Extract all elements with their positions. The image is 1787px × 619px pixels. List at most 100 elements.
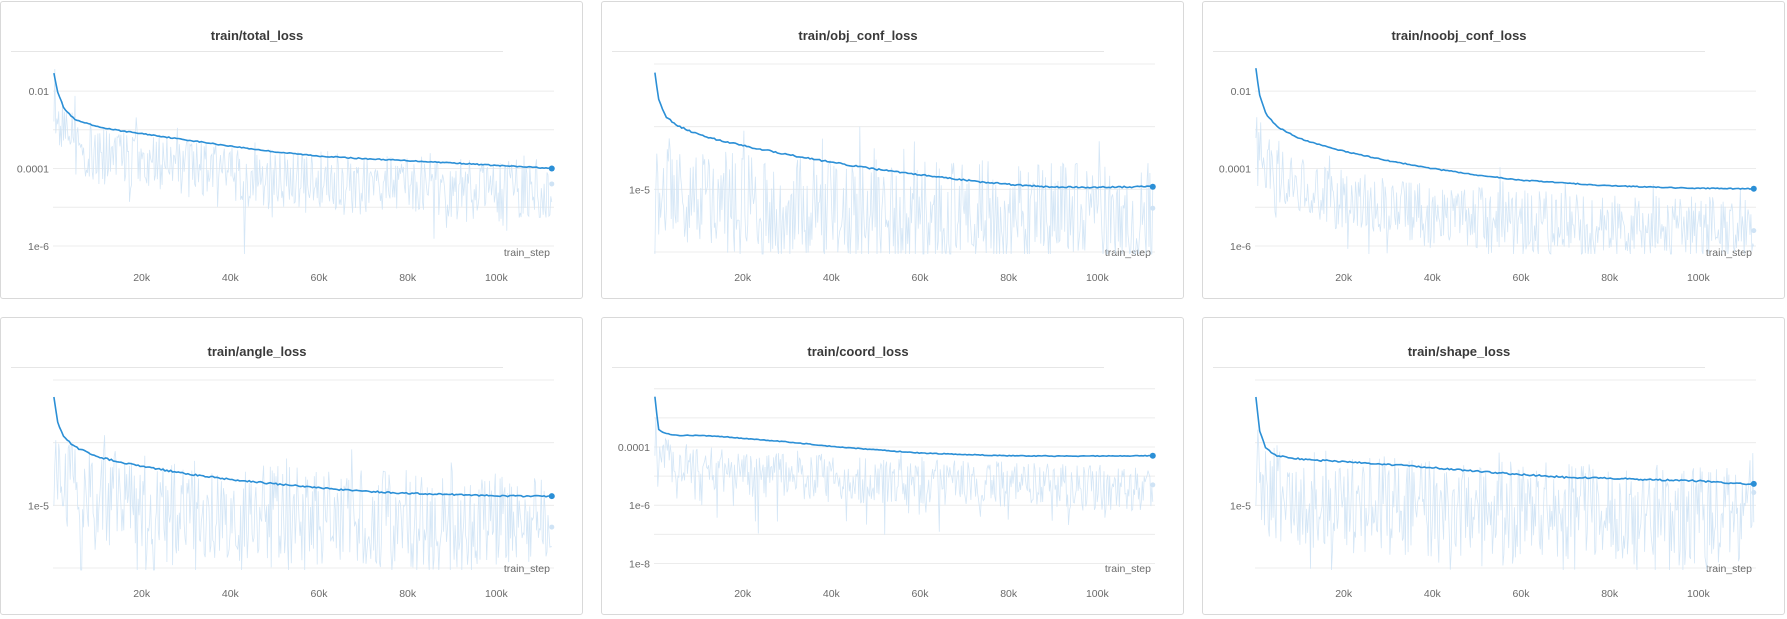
raw-last-point xyxy=(1150,205,1156,211)
chart-title: train/angle_loss xyxy=(207,344,307,359)
raw-last-point xyxy=(1150,482,1156,488)
x-tick-label: 20k xyxy=(133,588,151,600)
grid-lines xyxy=(1255,379,1756,569)
x-tick-label: 60k xyxy=(912,272,930,284)
smoothed-last-point xyxy=(1750,185,1757,192)
chart-title: train/coord_loss xyxy=(807,344,909,359)
x-axis-label: train_step xyxy=(1105,247,1151,259)
raw-last-point xyxy=(549,524,555,530)
x-tick-label: 40k xyxy=(1424,272,1442,284)
y-tick-label: 1e-8 xyxy=(629,558,650,570)
smoothed-series-line xyxy=(53,72,552,170)
x-tick-label: 60k xyxy=(1513,588,1531,600)
x-tick-label: 100k xyxy=(1687,588,1711,600)
y-tick-label: 0.0001 xyxy=(17,164,49,176)
x-tick-label: 40k xyxy=(222,588,240,600)
raw-series-line xyxy=(53,435,552,571)
smoothed-last-point xyxy=(548,493,555,500)
title-divider xyxy=(1213,367,1705,368)
chart-panel-angle-loss: train/angle_loss 1e-5 20k 40k 60k 80k 100k tra… xyxy=(0,317,583,615)
x-tick-label: 100k xyxy=(1086,272,1110,284)
chart-title: train/noobj_conf_loss xyxy=(1391,28,1527,43)
x-tick-label: 100k xyxy=(1687,272,1711,284)
x-axis-label: train_step xyxy=(504,563,550,575)
x-tick-label: 80k xyxy=(1601,588,1619,600)
chart-panel-shape-loss: train/shape_loss 1e-5 20k 40k 60k 80k 100k tra… xyxy=(1202,317,1785,615)
title-divider xyxy=(11,51,503,52)
raw-series-line xyxy=(1255,429,1755,571)
smoothed-last-point xyxy=(1149,452,1156,459)
x-tick-label: 20k xyxy=(1335,272,1353,284)
y-tick-label: 0.01 xyxy=(1231,86,1252,98)
x-axis-label: train_step xyxy=(1105,563,1151,575)
smoothed-series-line xyxy=(53,396,552,498)
grid-lines xyxy=(53,90,554,247)
smoothed-last-point xyxy=(1149,183,1156,190)
x-tick-label: 60k xyxy=(311,588,329,600)
x-tick-label: 40k xyxy=(823,272,841,284)
chart-svg[interactable]: 0.0001 1e-6 1e-8 20k 40k 60k 80k 100k train_step xyxy=(602,318,1185,616)
raw-series-line xyxy=(53,68,553,255)
x-tick-label: 80k xyxy=(1601,272,1619,284)
x-axis-label: train_step xyxy=(1706,247,1752,259)
chart-title: train/shape_loss xyxy=(1407,344,1511,359)
y-tick-label: 0.0001 xyxy=(618,442,650,454)
x-tick-label: 60k xyxy=(311,272,329,284)
grid-lines xyxy=(53,379,554,569)
x-tick-label: 80k xyxy=(399,588,417,600)
grid-lines xyxy=(654,388,1155,564)
y-tick-label: 1e-6 xyxy=(629,500,650,512)
x-tick-label: 100k xyxy=(1086,588,1110,600)
chart-svg[interactable]: 0.01 0.0001 1e-6 20k 40k 60k 80k 100k train_step xyxy=(1,2,584,300)
y-tick-label: 1e-5 xyxy=(629,184,650,196)
x-tick-label: 80k xyxy=(399,272,417,284)
chart-svg[interactable]: 0.01 0.0001 1e-6 20k 40k 60k 80k 100k train_step xyxy=(1203,2,1786,300)
raw-series-line xyxy=(654,126,1154,255)
smoothed-last-point xyxy=(1750,480,1757,487)
chart-panel-obj-conf-loss: train/obj_conf_loss 1e-5 20k 40k 60k 80k 100k… xyxy=(601,1,1184,299)
y-tick-label: 1e-6 xyxy=(28,241,49,253)
chart-title: train/obj_conf_loss xyxy=(798,28,918,43)
x-tick-label: 60k xyxy=(912,588,930,600)
raw-series-line xyxy=(1255,117,1755,255)
title-divider xyxy=(612,367,1104,368)
raw-last-point xyxy=(549,181,555,187)
smoothed-series-line xyxy=(654,396,1153,458)
smoothed-last-point xyxy=(548,165,555,172)
x-tick-label: 20k xyxy=(734,588,752,600)
chart-title: train/total_loss xyxy=(210,28,304,43)
x-tick-label: 60k xyxy=(1513,272,1531,284)
y-tick-label: 1e-5 xyxy=(1230,500,1251,512)
x-tick-label: 40k xyxy=(1424,588,1442,600)
x-axis-label: train_step xyxy=(504,247,550,259)
raw-last-point xyxy=(1751,228,1757,234)
chart-svg[interactable]: 1e-5 20k 40k 60k 80k 100k train_step xyxy=(1203,318,1786,616)
chart-svg[interactable]: 1e-5 20k 40k 60k 80k 100k train_step xyxy=(602,2,1185,300)
x-tick-label: 40k xyxy=(823,588,841,600)
chart-panel-noobj-conf-loss: train/noobj_conf_loss 0.01 0.0001 1e-6 20k 4… xyxy=(1202,1,1785,299)
chart-panel-total-loss: train/total_loss 0.01 0.0001 1e-6 20k 40k 60k… xyxy=(0,1,583,299)
title-divider xyxy=(11,367,503,368)
grid-lines xyxy=(654,63,1155,253)
smoothed-series-line xyxy=(654,72,1153,189)
raw-series-line xyxy=(654,417,1154,535)
x-tick-label: 100k xyxy=(485,272,509,284)
raw-last-point xyxy=(1751,490,1757,496)
x-tick-label: 80k xyxy=(1000,272,1018,284)
x-tick-label: 20k xyxy=(1335,588,1353,600)
y-tick-label: 0.0001 xyxy=(1219,164,1251,176)
y-tick-label: 1e-5 xyxy=(28,500,49,512)
smoothed-series-line xyxy=(1255,68,1754,190)
chart-panel-coord-loss: train/coord_loss 0.0001 1e-6 1e-8 20k 40k 60k… xyxy=(601,317,1184,615)
x-tick-label: 20k xyxy=(133,272,151,284)
x-tick-label: 80k xyxy=(1000,588,1018,600)
chart-svg[interactable]: 1e-5 20k 40k 60k 80k 100k train_step xyxy=(1,318,584,616)
y-tick-label: 0.01 xyxy=(29,86,50,98)
x-tick-label: 100k xyxy=(485,588,509,600)
x-tick-label: 40k xyxy=(222,272,240,284)
smoothed-series-line xyxy=(1255,396,1754,486)
x-tick-label: 20k xyxy=(734,272,752,284)
x-axis-label: train_step xyxy=(1706,563,1752,575)
title-divider xyxy=(612,51,1104,52)
y-tick-label: 1e-6 xyxy=(1230,241,1251,253)
